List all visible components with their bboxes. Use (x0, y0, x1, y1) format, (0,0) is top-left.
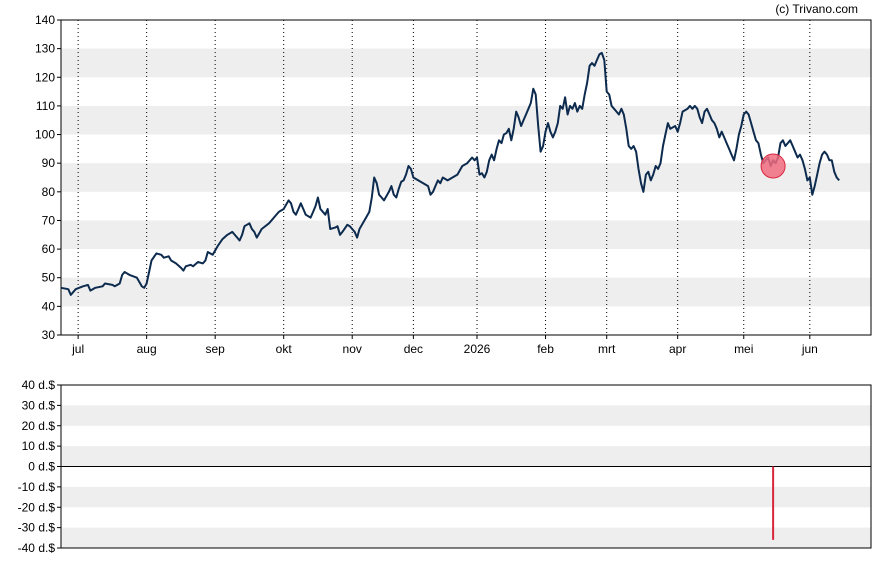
insider-band (61, 446, 871, 467)
y-tick-label: 30 d.$ (22, 398, 56, 412)
insider-panel: -40 d.$ -30 d.$ -20 d.$ -10 d.$ 0 d.$ 10 d.$ 2… (18, 378, 872, 555)
x-tick-label: nov (343, 342, 362, 356)
x-tick-label: mei (734, 342, 753, 356)
price-band (61, 220, 871, 250)
y-tick-label: 0 d.$ (28, 460, 55, 474)
y-tick-label: 30 (42, 328, 56, 342)
y-tick-label: -20 d.$ (18, 500, 56, 514)
y-tick-label: 40 (42, 299, 56, 313)
y-tick-label: 130 (35, 42, 55, 56)
y-tick-label: -10 d.$ (18, 480, 56, 494)
insider-trade-marker (760, 153, 786, 179)
y-tick-label: 120 (35, 70, 55, 84)
y-tick-label: 60 (42, 242, 56, 256)
x-tick-label: jul (71, 342, 84, 356)
y-tick-label: -40 d.$ (18, 541, 56, 555)
insider-band (61, 486, 871, 508)
x-tick-label: sep (205, 342, 225, 356)
price-series-line (60, 51, 840, 296)
insider-band (61, 527, 871, 548)
y-tick-label: 70 (42, 213, 56, 227)
x-tick-label: jun (801, 342, 818, 356)
insider-frame (60, 384, 872, 549)
copyright-text: (c) Trivano.com (775, 2, 858, 16)
y-tick-label: -30 d.$ (18, 521, 56, 535)
y-tick-label: 50 (42, 271, 56, 285)
x-tick-label: dec (404, 342, 423, 356)
x-tick-label: okt (276, 342, 293, 356)
y-tick-label: 90 (42, 156, 56, 170)
y-tick-label: 100 (35, 128, 55, 142)
price-band (61, 48, 871, 78)
price-band (61, 163, 871, 192)
y-tick-label: 80 (42, 185, 56, 199)
price-band (61, 277, 871, 307)
y-tick-label: 10 d.$ (22, 439, 56, 453)
x-tick-label: feb (537, 342, 554, 356)
price-band (61, 105, 871, 135)
y-tick-label: 40 d.$ (22, 378, 56, 392)
price-panel: jul aug sep okt nov dec 2026 feb mrt apr mei jun 30 4… (35, 13, 872, 356)
insider-band (61, 405, 871, 426)
y-tick-label: 20 d.$ (22, 419, 56, 433)
x-tick-label: mrt (598, 342, 616, 356)
y-tick-label: 110 (36, 99, 55, 113)
x-tick-label: 2026 (464, 342, 491, 356)
x-tick-label: apr (669, 342, 686, 356)
y-tick-label: 140 (35, 13, 55, 27)
price-frame (60, 19, 872, 336)
x-tick-label: aug (137, 342, 157, 356)
